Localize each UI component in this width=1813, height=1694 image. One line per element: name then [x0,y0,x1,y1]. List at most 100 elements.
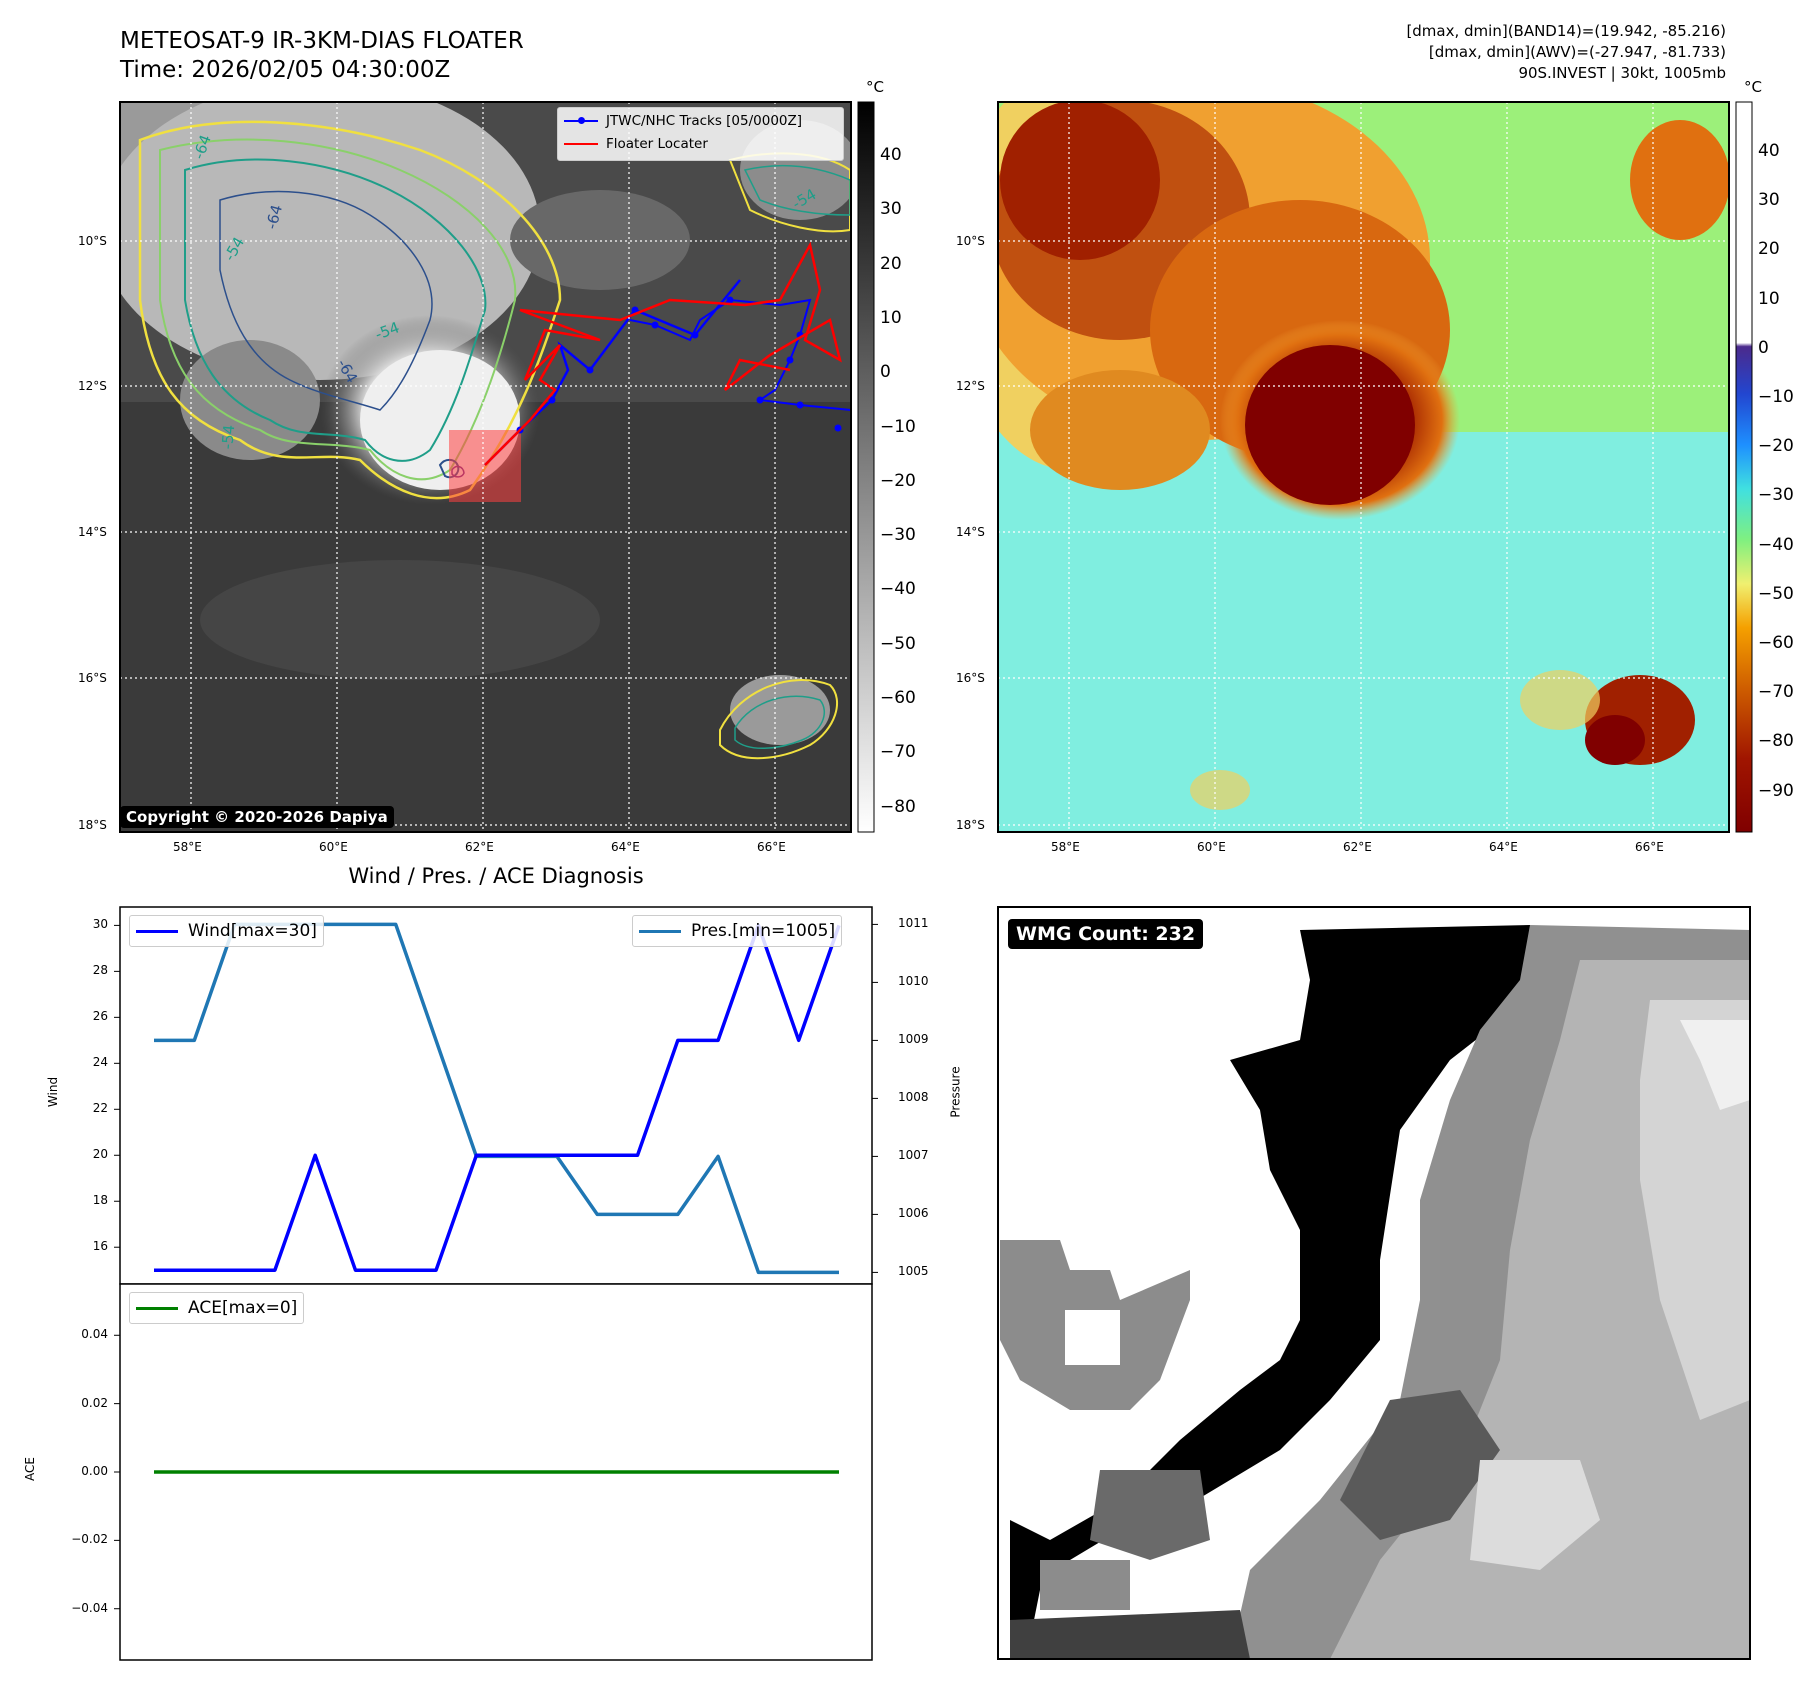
ir-colorbar-tick: −80 [880,796,916,817]
ir-frame [119,101,852,833]
lon-label: 64°E [611,840,640,854]
chart-title: Wind / Pres. / ACE Diagnosis [348,864,644,888]
ace-legend: ACE[max=0] [129,1292,305,1324]
ace-tick-label: −0.04 [71,1600,108,1615]
wind-series-line [154,923,841,1272]
wind-tick-label: 26 [92,1009,108,1024]
track-legend-icon [564,117,598,124]
ace-tick-label: −0.02 [71,1532,108,1547]
ace-legend-swatch [136,1306,178,1310]
ace-axis-label: ACE [22,1457,37,1481]
awv-colorbar-tick: −80 [1758,731,1794,752]
wind-pres-frame [119,906,873,1285]
ir-colorbar-unit: °C [866,78,884,96]
pressure-tick-label: 1008 [898,1090,929,1105]
wind-legend: Wind[max=30] [129,915,324,947]
legend-tracks: JTWC/NHC Tracks [05/0000Z] [564,113,802,129]
ir-colorbar-tick: 0 [880,362,891,383]
awv-colorbar-tick: 20 [1758,239,1780,260]
wind-tick-label: 20 [92,1147,108,1162]
wind-tick-label: 18 [92,1193,108,1208]
lon-label: 64°E [1489,840,1518,854]
title-line2: Time: 2026/02/05 04:30:00Z [120,57,451,83]
awv-colorbar-tick: −20 [1758,436,1794,457]
wmg-image [998,907,1750,1659]
awv-colorbar-tick: −90 [1758,780,1794,801]
lat-label: 12°S [78,379,107,393]
awv-colorbar-tick: 30 [1758,190,1780,211]
lat-label: 12°S [956,379,985,393]
lat-label: 16°S [78,671,107,685]
awv-frame [997,101,1730,833]
ir-colorbar-tick: 40 [880,145,902,165]
pressure-tick-label: 1011 [898,916,929,931]
awv-colorbar-tick: −40 [1758,534,1794,555]
awv-colorbar-tick: 0 [1758,337,1769,358]
wind-tick-label: 16 [92,1239,108,1254]
info-line2: [dmax, dmin](AWV)=(-27.947, -81.733) [1428,43,1726,61]
lat-label: 18°S [956,818,985,832]
wind-tick-label: 30 [92,917,108,932]
wind-legend-swatch [136,929,178,933]
lat-label: 14°S [78,525,107,539]
copyright-badge: Copyright © 2020-2026 Dapiya [120,806,394,828]
contour-label: -54 [218,424,239,450]
awv-colorbar-tick: −50 [1758,583,1794,604]
ir-image [120,102,851,832]
ir-colorbar-tick: −10 [880,416,916,437]
wmg-count-badge: WMG Count: 232 [1008,919,1204,949]
lon-label: 60°E [319,840,348,854]
lat-label: 16°S [956,671,985,685]
awv-image [998,102,1729,832]
awv-colorbar-tick: 40 [1758,141,1780,161]
lon-label: 62°E [465,840,494,854]
lon-label: 62°E [1343,840,1372,854]
ir-colorbar-tick: −30 [880,525,916,546]
ir-colorbar-tick: 20 [880,253,902,274]
ace-tick-label: 0.04 [81,1327,108,1342]
pressure-tick-label: 1010 [898,974,929,989]
awv-gridlines [998,102,1729,832]
info-line1: [dmax, dmin](BAND14)=(19.942, -85.216) [1406,22,1726,40]
awv-colorbar-tick: −70 [1758,682,1794,703]
lat-label: 18°S [78,818,107,832]
pressure-tick-label: 1005 [898,1264,929,1279]
awv-colorbar [1735,101,1753,833]
ir-colorbar-tick: −60 [880,688,916,708]
info-line3: 90S.INVEST | 30kt, 1005mb [1518,64,1726,82]
lat-label: 10°S [956,234,985,248]
track-points [516,296,842,434]
ir-colorbar-tick: −50 [880,633,916,654]
ir-colorbar [857,101,875,833]
lon-label: 66°E [1635,840,1664,854]
pressure-legend: Pres.[min=1005] [632,915,843,947]
awv-colorbar-tick: −10 [1758,387,1794,407]
ir-colorbar-tick: −40 [880,579,916,600]
ace-tick-label: 0.02 [81,1395,108,1410]
lon-label: 66°E [757,840,786,854]
wind-tick-label: 22 [92,1101,108,1116]
ace-tick-label: 0.00 [81,1464,108,1478]
ir-legend: JTWC/NHC Tracks [05/0000Z] Floater Locat… [557,107,844,161]
awv-colorbar-tick: −30 [1758,485,1794,506]
awv-colorbar-tick: 10 [1758,288,1780,309]
wind-axis-label: Wind [46,1076,61,1108]
locater-legend-icon [564,143,598,145]
wind-tick-label: 24 [92,1055,108,1070]
awv-colorbar-unit: °C [1744,78,1762,96]
ir-colorbar-tick: −20 [880,470,916,491]
lat-label: 10°S [78,234,107,248]
awv-colorbar-tick: −60 [1758,633,1794,653]
wmg-frame [997,906,1751,1660]
pressure-tick-label: 1009 [898,1032,929,1047]
wind-tick-label: 28 [92,963,108,978]
ir-colorbar-tick: −70 [880,742,916,763]
lon-label: 58°E [1051,840,1080,854]
lat-label: 14°S [956,525,985,539]
legend-locater: Floater Locater [564,136,708,152]
lon-label: 60°E [1197,840,1226,854]
pressure-tick-label: 1007 [898,1148,929,1163]
ir-colorbar-tick: 10 [880,307,902,328]
